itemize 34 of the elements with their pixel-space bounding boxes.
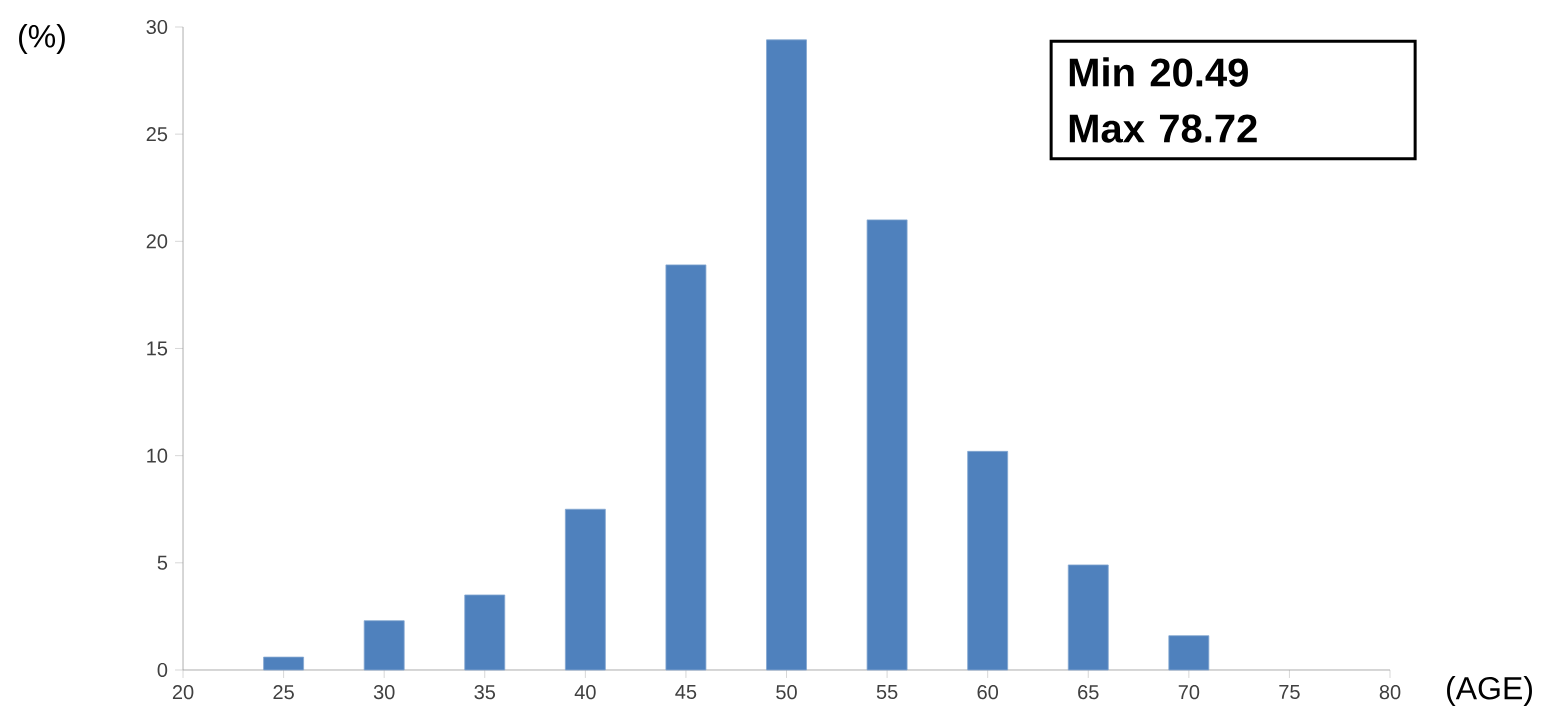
annotation: Min 20.49 (1069, 57, 1248, 87)
x-axis-title: (AGE) (1447, 676, 1532, 706)
x-tick-label: 35 (474, 685, 496, 700)
bar (766, 39, 807, 671)
y-tick-label: 15 (147, 341, 168, 356)
x-tick-label: 65 (1078, 685, 1099, 700)
x-tick-label: 60 (977, 685, 999, 700)
y-tick-label: 25 (146, 127, 168, 142)
y-axis-title: (%) (19, 24, 65, 54)
x-tick-label: 30 (373, 685, 395, 700)
bar (967, 450, 1009, 671)
bar (665, 264, 707, 671)
y-tick-label: 20 (146, 234, 168, 249)
x-tick-label: 55 (876, 685, 898, 699)
bar (866, 219, 908, 671)
x-tick-label: 70 (1178, 685, 1200, 700)
bar (263, 656, 304, 671)
x-tick-label: 25 (273, 685, 294, 700)
y-tick-label: 10 (147, 448, 168, 463)
annotation: Max 78.72 (1069, 114, 1257, 143)
bar (564, 508, 606, 671)
bar (1168, 635, 1210, 671)
bar (363, 620, 405, 671)
y-tick-label: 5 (157, 555, 168, 570)
x-tick-label: 40 (574, 685, 596, 700)
bar (1067, 564, 1109, 671)
x-tick-label: 20 (172, 685, 194, 700)
x-tick-label: 80 (1379, 685, 1401, 700)
y-tick-label: 0 (157, 662, 168, 678)
x-tick-label: 50 (776, 685, 797, 700)
bar (464, 594, 506, 671)
y-tick-label: 30 (146, 19, 168, 35)
x-tick-label: 75 (1279, 685, 1300, 699)
x-tick-label: 45 (675, 685, 697, 699)
